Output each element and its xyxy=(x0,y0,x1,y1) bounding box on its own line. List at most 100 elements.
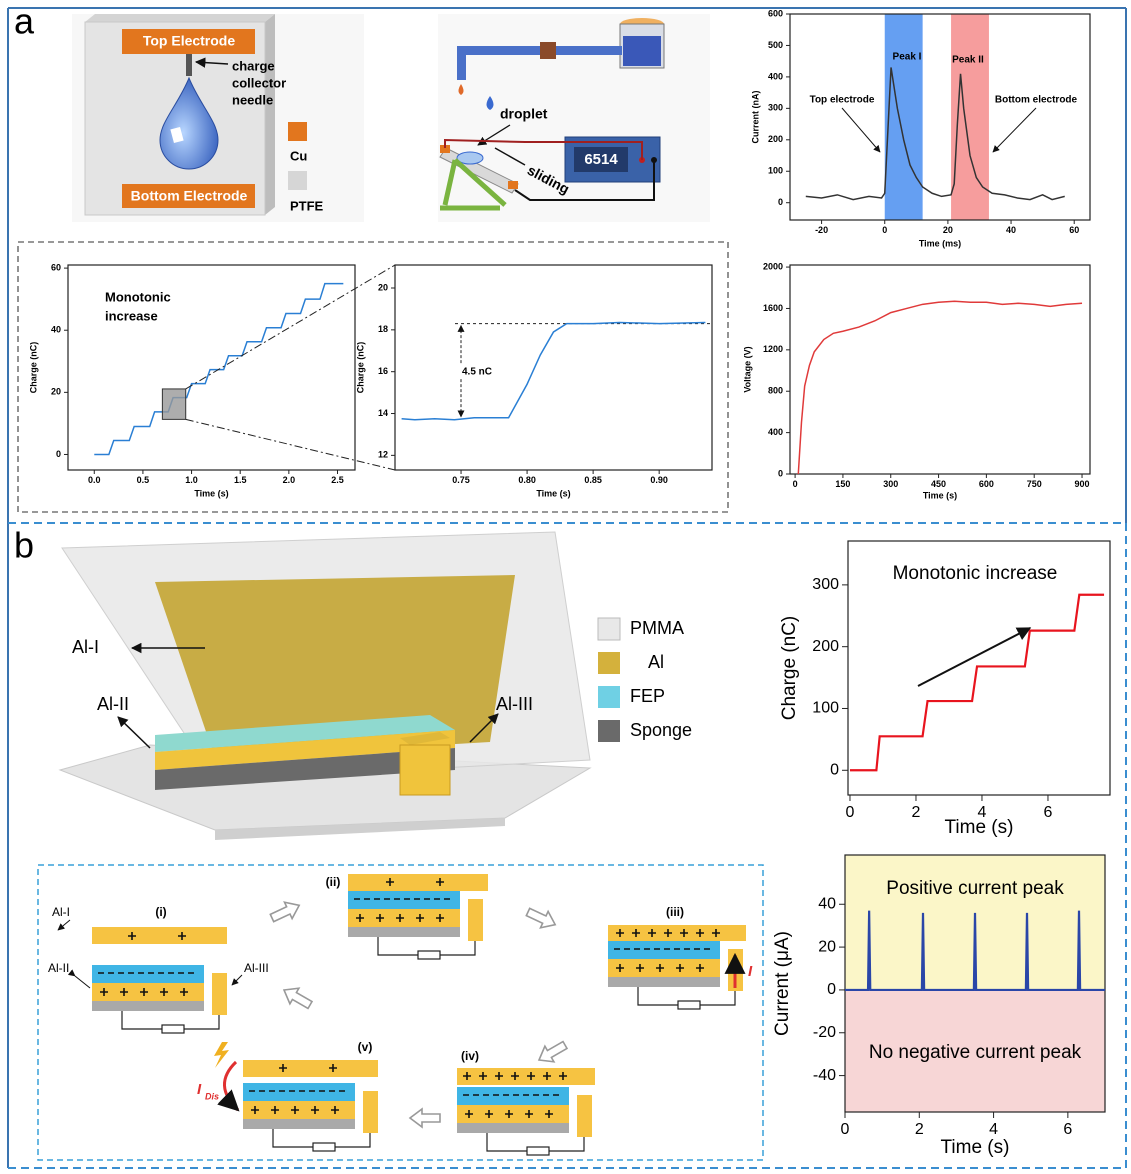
annotation-arrow xyxy=(993,108,1036,152)
electrode xyxy=(348,874,488,891)
x-tick-label: 0.0 xyxy=(88,475,101,485)
y-tick-label: 800 xyxy=(768,386,783,396)
y-tick-label: 1600 xyxy=(763,303,783,313)
y-tick-label: 40 xyxy=(51,325,61,335)
stack xyxy=(92,965,227,1033)
y-tick-label: 500 xyxy=(768,40,783,50)
panel-label: b xyxy=(14,525,34,566)
current-label: I xyxy=(748,963,753,980)
annotation: Positive current peak xyxy=(886,878,1064,899)
legend-label: PTFE xyxy=(290,198,324,213)
data-line xyxy=(806,67,1065,199)
y-tick-label: 18 xyxy=(378,324,388,334)
label: needle xyxy=(232,92,273,107)
x-tick-label: 0 xyxy=(793,479,798,489)
x-tick-label: 600 xyxy=(979,479,994,489)
x-tick-label: 2 xyxy=(915,1121,924,1138)
y-tick-label: 1200 xyxy=(763,344,783,354)
x-tick-label: 0 xyxy=(882,225,887,235)
annotation: No negative current peak xyxy=(869,1042,1082,1063)
label: Top Electrode xyxy=(143,33,236,49)
label: droplet xyxy=(500,106,548,122)
y-tick-label: 60 xyxy=(51,262,61,272)
y-axis-title: Current (μA) xyxy=(772,931,793,1036)
y-tick-label: 300 xyxy=(812,576,839,593)
y-tick-label: 14 xyxy=(378,408,388,418)
x-tick-label: 20 xyxy=(943,225,953,235)
x-tick-label: 6 xyxy=(1044,804,1053,821)
x-tick-label: 2 xyxy=(912,804,921,821)
y-tick-label: 40 xyxy=(818,895,836,912)
stack xyxy=(457,1087,592,1155)
stack xyxy=(608,941,743,1009)
x-tick-label: 40 xyxy=(1006,225,1016,235)
label: charge xyxy=(232,58,275,73)
setup-a: droplet sliding 6514 xyxy=(438,14,710,222)
label: Al-I xyxy=(52,905,70,919)
highlight-span xyxy=(951,14,989,220)
label: Al-III xyxy=(244,961,269,975)
panel-label: a xyxy=(14,1,35,42)
x-axis-title: Time (s) xyxy=(941,1137,1010,1158)
x-tick-label: 0.90 xyxy=(650,475,668,485)
flow-arrow xyxy=(524,904,559,933)
plot-frame xyxy=(790,14,1090,220)
x-tick-label: 900 xyxy=(1075,479,1090,489)
label: collector xyxy=(232,75,286,90)
trend-arrow xyxy=(918,628,1030,686)
step-label: (i) xyxy=(155,905,166,919)
y-tick-label: 100 xyxy=(768,166,783,176)
y-tick-label: -20 xyxy=(813,1024,836,1041)
y-tick-label: 20 xyxy=(378,282,388,292)
device-a: Top Electrode charge collector needle Cu… xyxy=(72,14,364,222)
annotation: increase xyxy=(105,308,158,323)
x-tick-label: 150 xyxy=(835,479,850,489)
y-tick-label: 0 xyxy=(778,197,783,207)
x-axis-title: Time (s) xyxy=(923,490,957,500)
data-line xyxy=(850,595,1104,771)
y-tick-label: -40 xyxy=(813,1067,836,1084)
plot-frame xyxy=(395,265,712,470)
label: Al-II xyxy=(97,694,129,714)
x-tick-label: 2.0 xyxy=(283,475,296,485)
x-tick-label: 0.5 xyxy=(137,475,150,485)
zoom-connector xyxy=(186,419,395,470)
y-axis-title: Voltage (V) xyxy=(742,346,752,392)
y-axis-title: Charge (nC) xyxy=(779,616,800,721)
plot-frame xyxy=(790,265,1090,474)
inset-frame xyxy=(18,242,728,512)
y-tick-label: 20 xyxy=(51,387,61,397)
annotation: Peak I xyxy=(893,52,922,63)
y-tick-label: 0 xyxy=(830,761,839,778)
x-tick-label: 0.80 xyxy=(518,475,536,485)
x-tick-label: 60 xyxy=(1069,225,1079,235)
zoom-box xyxy=(162,389,185,419)
y-axis-title: Current (nA) xyxy=(750,91,760,144)
annotation: 4.5 nC xyxy=(462,367,492,378)
x-tick-label: 1.0 xyxy=(185,475,198,485)
label: Al-II xyxy=(48,961,69,975)
figure: a b Top Electrode charge collector needl… xyxy=(0,0,1131,1174)
y-tick-label: 12 xyxy=(378,450,388,460)
electrode xyxy=(243,1060,378,1077)
legend-label: Sponge xyxy=(630,720,692,740)
legend-label: Cu xyxy=(290,148,307,163)
legend-label: FEP xyxy=(630,686,665,706)
annotation: Monotonic xyxy=(105,289,171,304)
step-label: (iii) xyxy=(666,905,684,919)
cycle-diagram: (i) Al-I Al-II Al-III (ii) (iii) I (iv) … xyxy=(38,865,763,1160)
x-axis-title: Time (ms) xyxy=(919,238,961,248)
y-tick-label: 20 xyxy=(818,938,836,955)
step-label: (iv) xyxy=(461,1049,479,1063)
y-tick-label: 400 xyxy=(768,71,783,81)
x-axis-title: Time (s) xyxy=(945,817,1014,838)
x-tick-label: 0.75 xyxy=(452,475,470,485)
annotation: Top electrode xyxy=(810,95,875,106)
step-label: (ii) xyxy=(326,875,341,889)
highlight-span xyxy=(885,14,923,220)
legend-label: Al xyxy=(648,652,664,672)
y-tick-label: 400 xyxy=(768,427,783,437)
y-tick-label: 200 xyxy=(768,134,783,144)
y-tick-label: 16 xyxy=(378,366,388,376)
x-tick-label: 0 xyxy=(846,804,855,821)
